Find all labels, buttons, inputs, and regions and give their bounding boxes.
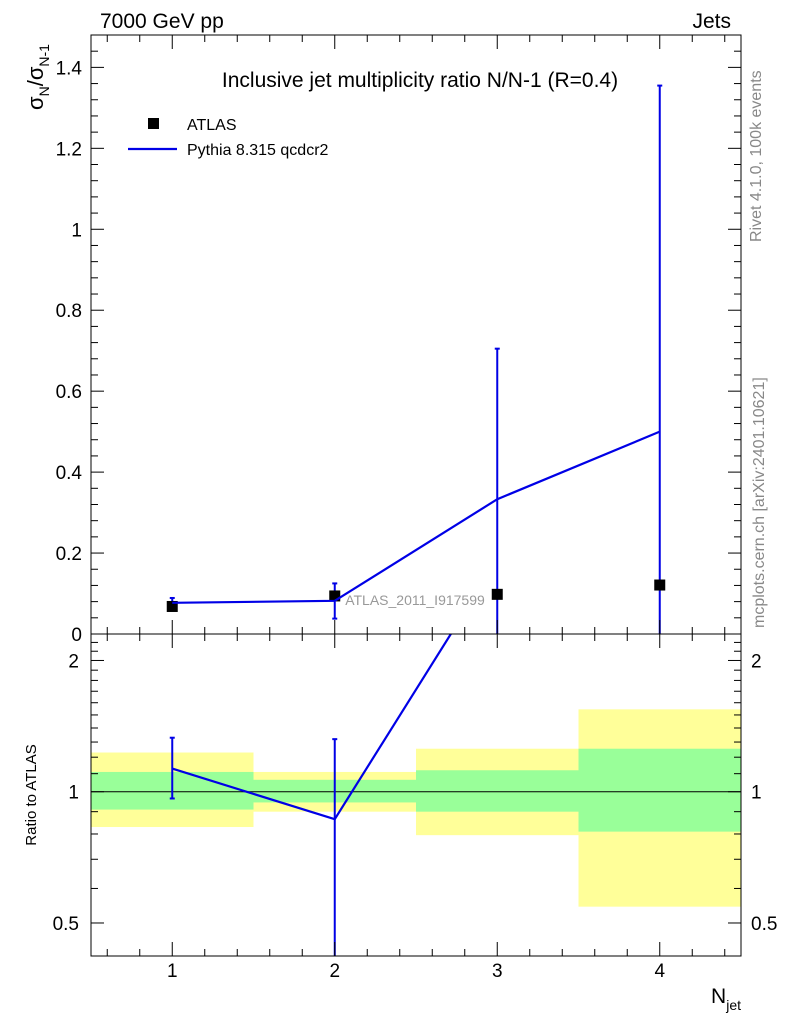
ratio-xlabel: Njet — [711, 985, 741, 1013]
atlas-data-point — [491, 588, 503, 600]
atlas-data-point — [654, 579, 666, 591]
ratio-xtick-label: 3 — [492, 961, 503, 982]
main-ytick-label: 0.6 — [56, 382, 82, 403]
watermark: ATLAS_2011_I917599 — [345, 592, 485, 608]
ratio-frame — [90, 633, 742, 957]
ratio-ytick-label-right: 1 — [751, 783, 762, 804]
svg-text:Njet: Njet — [711, 985, 741, 1013]
legend-pythia-label: Pythia 8.315 qcdcr2 — [187, 142, 329, 159]
svg-text:σN/σN-1: σN/σN-1 — [23, 44, 52, 110]
ratio-ytick-label: 1 — [68, 783, 79, 804]
main-ytick-label: 0.8 — [56, 301, 82, 322]
chart-title: Inclusive jet multiplicity ratio N/N-1 (… — [222, 69, 618, 92]
energy-label: 7000 GeV pp — [100, 10, 224, 33]
ratio-band-inner — [578, 748, 741, 832]
ratio-ylabel: Ratio to ATLAS — [23, 744, 40, 845]
mc-line — [172, 430, 661, 604]
atlas-data-point — [329, 590, 341, 602]
ratio-xtick-label: 1 — [167, 961, 178, 982]
ratio-ytick-label: 2 — [68, 651, 79, 672]
ratio-xtick-label: 2 — [329, 961, 340, 982]
rivet-label: Rivet 4.1.0, 100k events — [748, 70, 765, 242]
atlas-data-point — [166, 600, 178, 612]
legend-atlas-marker — [148, 118, 159, 129]
ratio-ytick-label-right: 0.5 — [751, 914, 777, 935]
main-panel: ATLAS_2011_I917599 Inclusive jet multipl… — [23, 34, 742, 646]
main-ytick-label: 1.2 — [56, 139, 82, 160]
main-ytick-label: 0.2 — [56, 544, 82, 565]
ratio-panel: Ratio to ATLAS Njet 0.5 0.5 1 1 2 2 1 2 3 4 — [23, 633, 777, 1013]
ratio-ytick-label: 0.5 — [53, 914, 79, 935]
ratio-xtick-label: 4 — [654, 961, 665, 982]
ratio-ytick-label-right: 2 — [751, 651, 762, 672]
main-ytick-label: 1.4 — [56, 58, 83, 79]
main-ylabel: σN/σN-1 — [23, 44, 52, 110]
mcplots-label: mcplots.cern.ch [arXiv:2401.10621] — [751, 377, 768, 628]
main-ytick-label: 1 — [71, 220, 82, 241]
ratio-line — [171, 634, 453, 821]
ratio-band-inner — [416, 770, 579, 812]
legend-atlas-label: ATLAS — [187, 117, 237, 134]
jets-label: Jets — [692, 10, 731, 33]
main-ytick-label: 0 — [71, 625, 82, 646]
main-ytick-label: 0.4 — [56, 463, 83, 484]
